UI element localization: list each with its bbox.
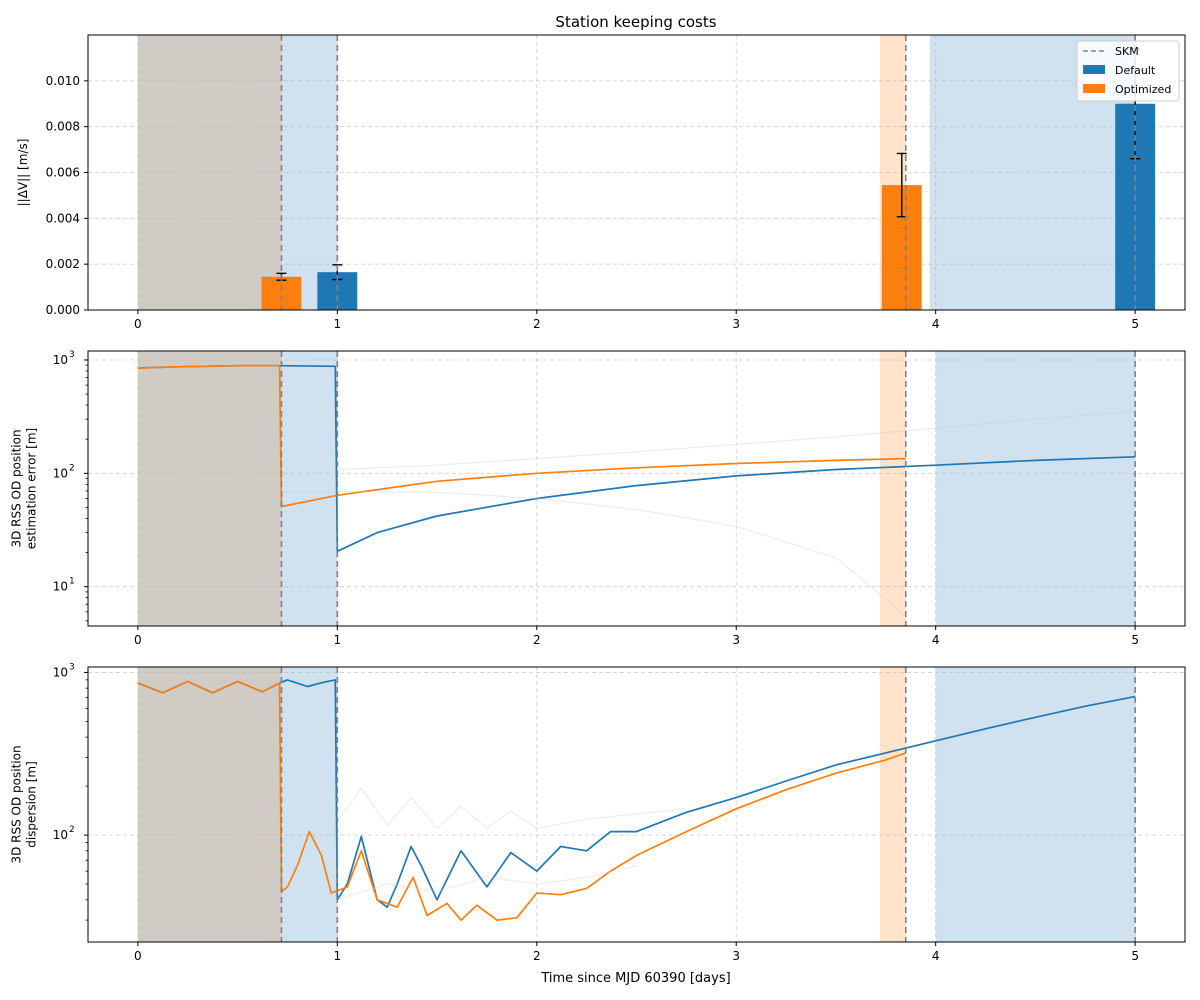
x-tick-label: 2 [533, 317, 541, 331]
plot-area [88, 667, 1185, 942]
x-tick-label: 3 [732, 949, 740, 963]
x-axis-label: Time since MJD 60390 [days] [540, 971, 730, 986]
x-tick-label: 5 [1131, 633, 1139, 647]
plot-area [88, 35, 1185, 310]
shaded-region-optimized [879, 667, 906, 942]
axes-frame [87, 666, 1186, 943]
y-tick-exponent: 3 [69, 350, 75, 360]
series-line-optimized-faint [281, 491, 907, 617]
y-tick-exponent: 1 [69, 577, 75, 587]
legend-default-swatch [1083, 65, 1105, 74]
y-tick-label: 0.000 [46, 303, 80, 317]
y-tick-label: 10 [53, 580, 68, 594]
shaded-region-optimized [879, 351, 906, 626]
y-tick-label: 10 [53, 665, 68, 679]
y-axis-label: dispersion [m] [25, 761, 39, 848]
y-axis-label: 3D RSS OD position [10, 429, 24, 547]
x-tick-label: 4 [932, 317, 940, 331]
x-tick-label: 0 [134, 633, 142, 647]
series-line-default-faint [336, 787, 687, 829]
x-tick-label: 0 [134, 317, 142, 331]
y-tick-label: 10 [53, 466, 68, 480]
x-tick-label: 1 [333, 317, 341, 331]
x-tick-label: 1 [333, 949, 341, 963]
y-axis-label: estimation error [m] [25, 428, 39, 549]
x-tick-label: 1 [333, 633, 341, 647]
x-tick-label: 4 [932, 949, 940, 963]
x-tick-label: 0 [134, 949, 142, 963]
chart-title: Station keeping costs [555, 13, 716, 31]
x-tick-label: 2 [533, 949, 541, 963]
bar-optimized [261, 276, 302, 310]
y-tick-label: 0.004 [46, 211, 80, 225]
shaded-region-default [935, 351, 1136, 626]
y-tick-exponent: 3 [69, 662, 75, 672]
plot-area [88, 351, 1185, 626]
series-line-optimized-faint [337, 864, 637, 901]
y-tick-exponent: 2 [69, 825, 75, 835]
series-line-optimized [137, 680, 907, 921]
shaded-region-default [935, 667, 1136, 942]
x-tick-label: 2 [533, 633, 541, 647]
y-tick-exponent: 2 [69, 463, 75, 473]
y-tick-label: 10 [53, 353, 68, 367]
panel-dispersion: 0 1 2 3 4 510 210 33D RSS OD position dispersion… [10, 662, 1186, 963]
panel-delta-v: 0 1 2 3 4 5 0.000 0.002 0.004 0.006 0.008 0.010 ||ΔV… [16, 34, 1186, 331]
y-tick-label: 0.002 [46, 257, 80, 271]
series-line-default-faint [337, 411, 1136, 471]
axes-frame [87, 350, 1186, 627]
y-tick-label: 10 [53, 828, 68, 842]
legend-skm-label: SKM [1115, 45, 1139, 58]
legend-optimized-swatch [1083, 84, 1105, 93]
y-axis-label: 3D RSS OD position [10, 745, 24, 863]
x-tick-label: 4 [932, 633, 940, 647]
x-tick-label: 5 [1131, 949, 1139, 963]
shaded-region-optimized [137, 351, 282, 626]
legend-default-label: Default [1115, 64, 1156, 77]
shaded-region-optimized [137, 667, 282, 942]
y-axis-label: ||ΔV|| [m/s] [16, 139, 30, 207]
x-tick-label: 3 [732, 633, 740, 647]
x-tick-label: 5 [1131, 317, 1139, 331]
y-tick-label: 0.010 [46, 74, 80, 88]
y-tick-label: 0.008 [46, 120, 80, 134]
shaded-region-default [137, 667, 338, 942]
y-tick-label: 0.006 [46, 166, 80, 180]
legend-optimized-label: Optimized [1115, 83, 1171, 96]
series-line-optimized [137, 364, 906, 508]
shaded-region-default [137, 351, 338, 626]
legend: SKM Default Optimized [1076, 40, 1180, 102]
x-tick-label: 3 [732, 317, 740, 331]
